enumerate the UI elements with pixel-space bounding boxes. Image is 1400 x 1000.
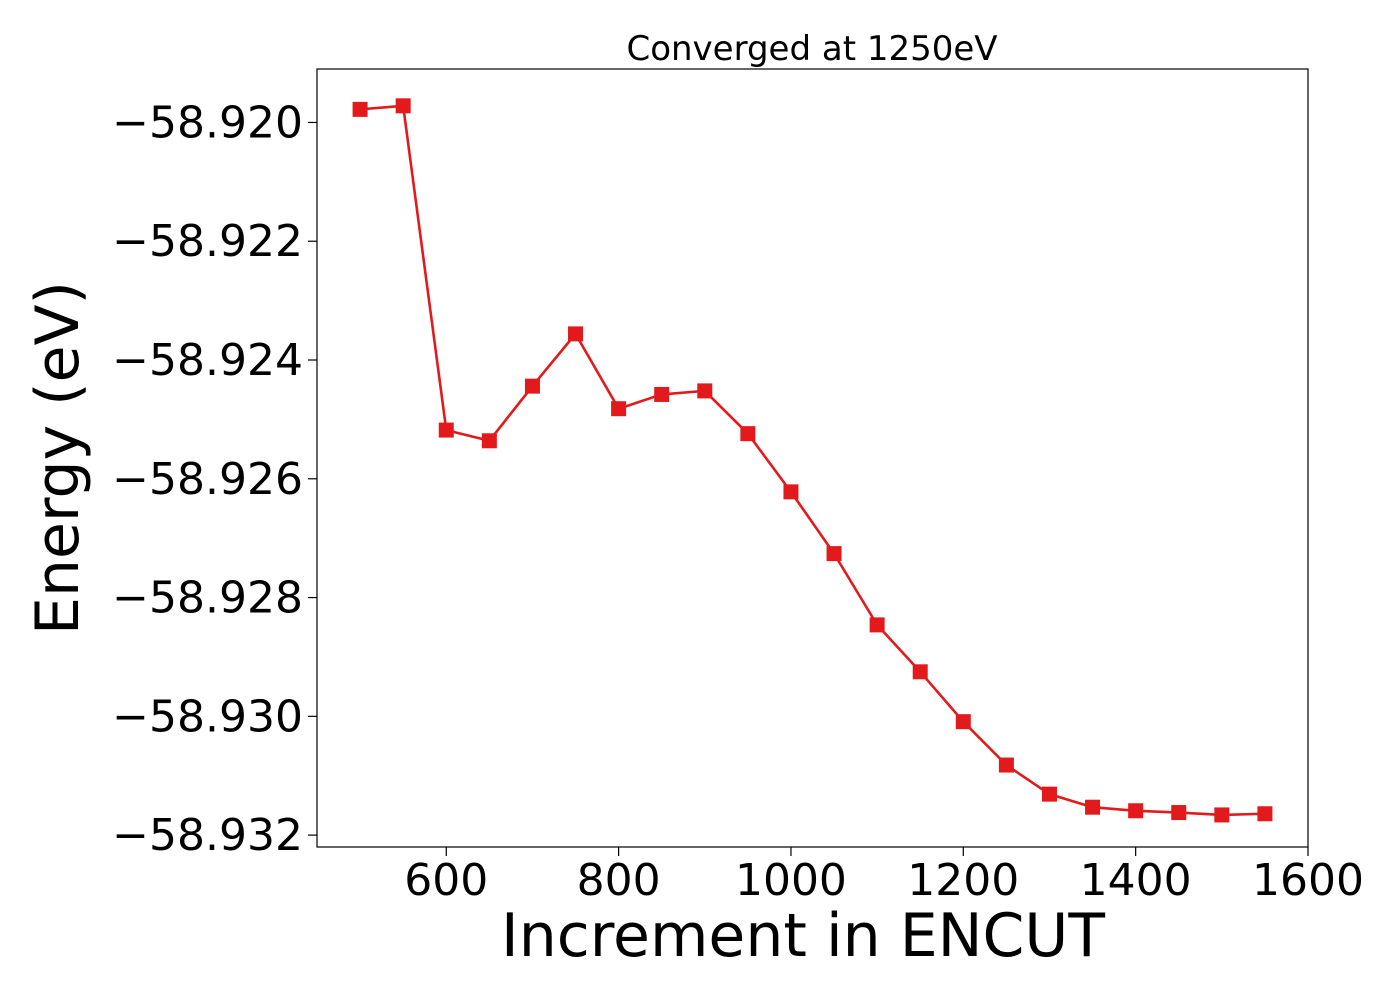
y-tick-label: −58.924: [112, 335, 303, 386]
y-axis: −58.920 −58.922 −58.924 −58.926 −58.928 −58.9…: [112, 97, 317, 861]
data-point: [524, 378, 540, 394]
data-point: [654, 386, 670, 402]
data-point: [1128, 803, 1144, 819]
data-point: [568, 326, 584, 342]
x-tick-label: 1200: [907, 855, 1019, 906]
data-point: [481, 433, 497, 449]
plot-frame: [316, 68, 1309, 848]
data-point: [783, 484, 799, 500]
y-tick-label: −58.932: [112, 810, 303, 861]
data-point: [611, 401, 627, 417]
data-point: [1041, 786, 1057, 802]
x-tick-label: 800: [577, 855, 661, 906]
series-line: [359, 104, 1265, 817]
data-point: [955, 714, 971, 730]
data-point: [1257, 806, 1273, 822]
data-point: [740, 426, 756, 442]
x-axis-label: Increment in ENCUT: [501, 901, 1105, 971]
data-point: [1085, 799, 1101, 815]
x-tick-label: 1600: [1252, 855, 1364, 906]
data-point: [697, 383, 713, 399]
data-point: [826, 546, 842, 562]
series-energy: [352, 98, 1273, 823]
x-axis: 600 800 1000 1200 1400 1600: [404, 847, 1364, 906]
data-point: [438, 422, 454, 438]
data-point: [352, 101, 368, 117]
x-tick-label: 600: [404, 855, 488, 906]
data-point: [912, 664, 928, 680]
y-tick-label: −58.920: [112, 97, 303, 148]
data-point: [869, 617, 885, 633]
y-axis-label: Energy (eV): [23, 281, 93, 635]
data-point: [998, 757, 1014, 773]
y-tick-label: −58.928: [112, 573, 303, 624]
y-tick-label: −58.926: [112, 454, 303, 505]
x-tick-label: 1400: [1080, 855, 1192, 906]
chart-title: Converged at 1250eV: [626, 29, 997, 69]
y-tick-label: −58.930: [112, 691, 303, 742]
data-point: [1214, 807, 1230, 823]
data-point: [1171, 805, 1187, 821]
data-point: [395, 98, 411, 114]
y-tick-label: −58.922: [112, 216, 303, 267]
x-tick-label: 1000: [735, 855, 847, 906]
